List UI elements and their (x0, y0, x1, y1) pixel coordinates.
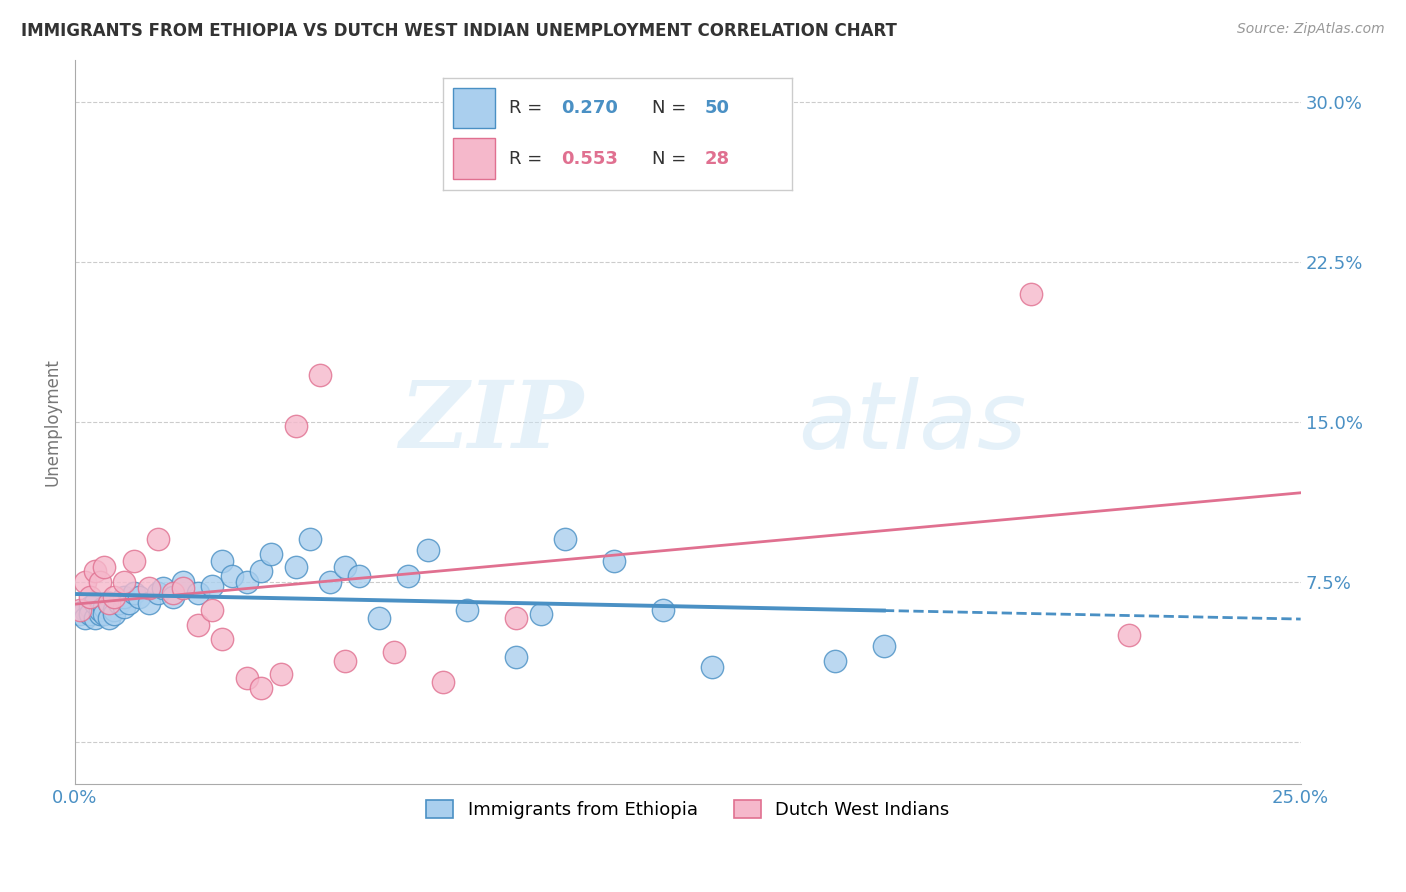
Point (112, 590, 135, 604)
Point (309, 368, 332, 383)
Point (98, 596, 121, 610)
Y-axis label: Unemployment: Unemployment (44, 358, 60, 486)
Point (172, 582, 194, 596)
Point (138, 582, 160, 596)
Point (83, 611, 105, 625)
Point (505, 649, 527, 664)
Point (333, 654, 356, 668)
Point (89, 574, 111, 589)
Point (432, 675, 454, 690)
Point (319, 574, 342, 589)
Point (98, 611, 121, 625)
Point (416, 543, 439, 558)
Point (79, 600, 101, 615)
Point (162, 585, 184, 599)
Point (93, 607, 115, 621)
Point (98, 596, 121, 610)
Point (128, 590, 150, 604)
Point (112, 600, 135, 615)
Point (162, 590, 184, 604)
Legend: Immigrants from Ethiopia, Dutch West Indians: Immigrants from Ethiopia, Dutch West Ind… (419, 792, 956, 826)
Point (235, 671, 257, 685)
Point (221, 568, 243, 582)
Point (187, 617, 209, 632)
Point (505, 611, 527, 625)
Point (456, 602, 478, 616)
Text: atlas: atlas (799, 376, 1026, 467)
Text: ZIP: ZIP (399, 377, 583, 467)
Point (172, 574, 194, 589)
Point (824, 654, 846, 668)
Point (93, 600, 115, 615)
Point (211, 553, 233, 567)
Point (396, 568, 419, 582)
Point (284, 560, 307, 574)
Point (333, 560, 356, 574)
Point (260, 547, 283, 561)
Point (299, 533, 322, 547)
Point (89, 602, 111, 616)
Point (122, 553, 145, 567)
Point (112, 574, 135, 589)
Point (250, 681, 273, 696)
Point (138, 596, 160, 610)
Point (530, 607, 553, 621)
Point (250, 564, 273, 578)
Point (1118, 628, 1140, 642)
Point (1019, 287, 1042, 301)
Point (368, 611, 391, 625)
Point (69, 602, 91, 616)
Point (122, 585, 145, 599)
Point (69, 607, 91, 621)
Point (73, 574, 96, 589)
Point (108, 596, 131, 610)
Point (79, 607, 101, 621)
Point (349, 568, 371, 582)
Point (93, 560, 115, 574)
Point (148, 585, 170, 599)
Point (284, 419, 307, 434)
Point (73, 602, 96, 616)
Point (554, 533, 576, 547)
Point (187, 585, 209, 599)
Point (79, 590, 101, 604)
Point (73, 611, 96, 625)
Point (235, 574, 257, 589)
Point (211, 632, 233, 647)
Point (603, 553, 626, 567)
Text: Source: ZipAtlas.com: Source: ZipAtlas.com (1237, 22, 1385, 37)
Point (103, 590, 125, 604)
Point (118, 596, 141, 610)
Point (270, 666, 292, 681)
Point (702, 660, 724, 674)
Point (873, 639, 896, 653)
Point (89, 607, 111, 621)
Point (201, 579, 224, 593)
Point (152, 582, 174, 596)
Point (382, 645, 405, 659)
Point (83, 596, 105, 610)
Point (201, 602, 224, 616)
Point (148, 533, 170, 547)
Point (103, 607, 125, 621)
Point (652, 602, 675, 616)
Text: IMMIGRANTS FROM ETHIOPIA VS DUTCH WEST INDIAN UNEMPLOYMENT CORRELATION CHART: IMMIGRANTS FROM ETHIOPIA VS DUTCH WEST I… (21, 22, 897, 40)
Point (83, 564, 105, 578)
Point (103, 602, 125, 616)
